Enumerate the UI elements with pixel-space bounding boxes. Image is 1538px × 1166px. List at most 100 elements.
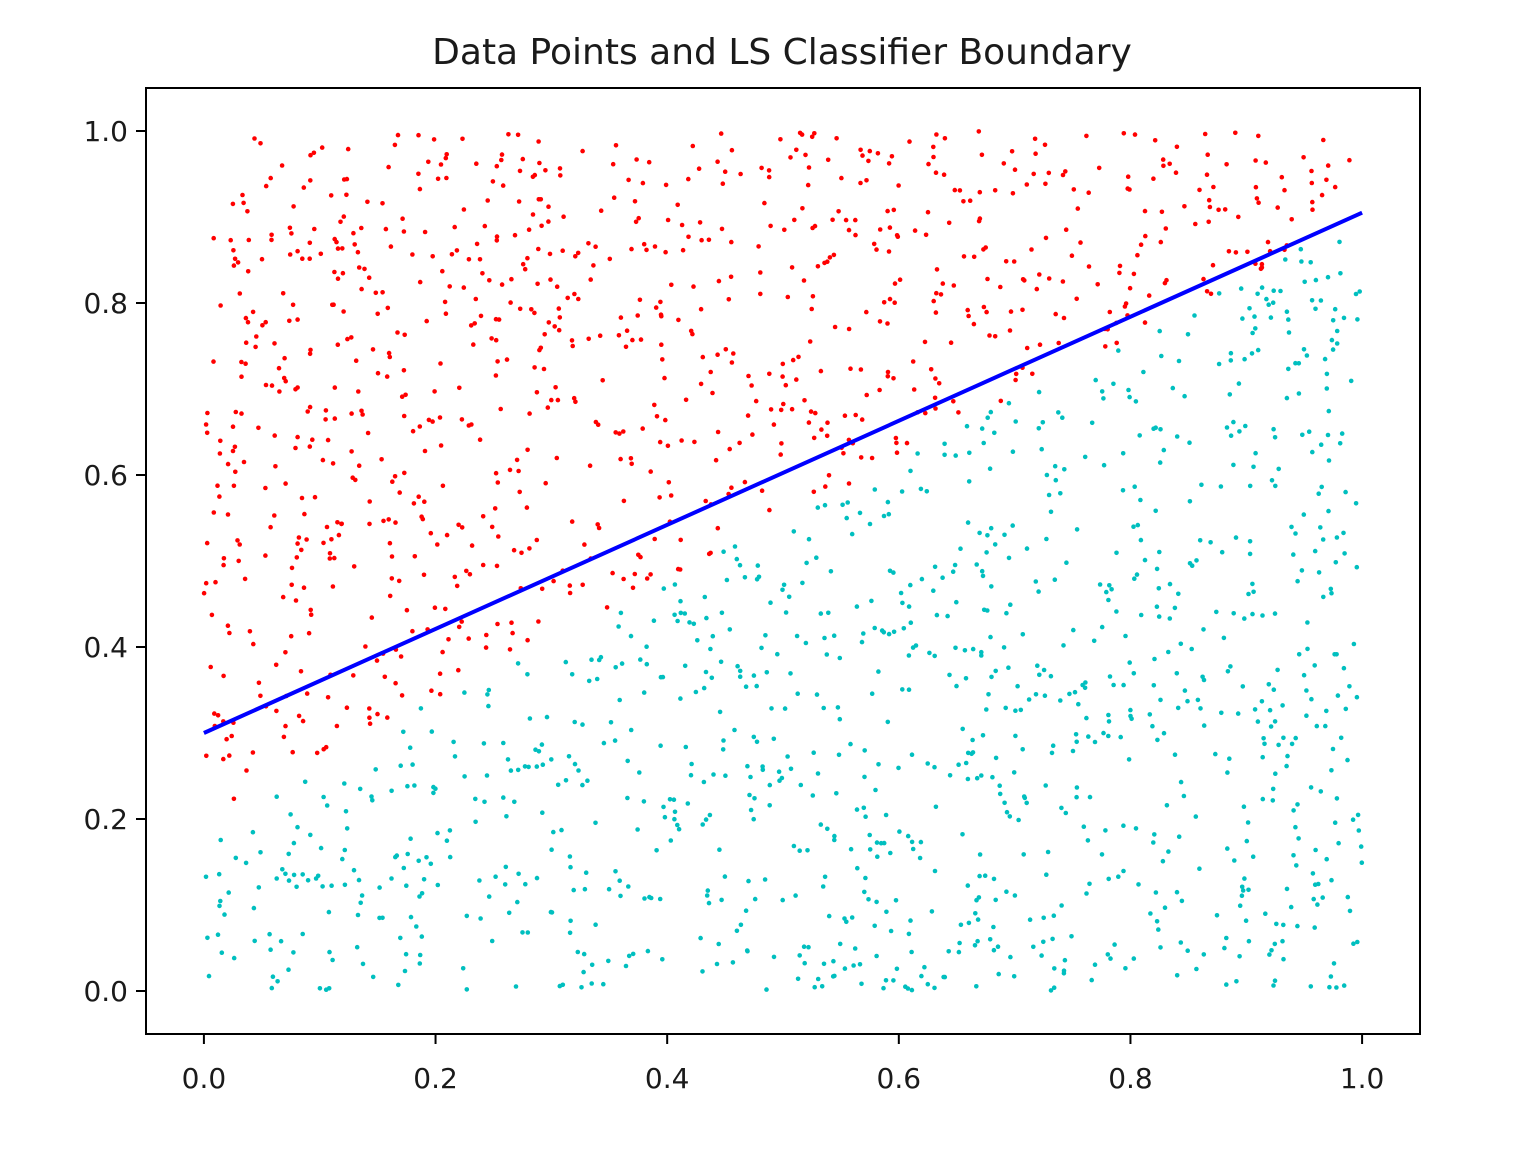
point-red bbox=[233, 469, 238, 475]
point-cyan bbox=[1064, 560, 1069, 565]
point-red bbox=[243, 340, 249, 346]
point-cyan bbox=[1133, 399, 1139, 404]
point-red bbox=[726, 297, 732, 302]
point-cyan bbox=[859, 639, 865, 645]
point-cyan bbox=[909, 949, 914, 955]
point-cyan bbox=[996, 971, 1001, 977]
point-red bbox=[221, 562, 226, 568]
point-red bbox=[269, 237, 274, 243]
point-cyan bbox=[1255, 291, 1260, 297]
point-red bbox=[229, 733, 234, 739]
point-cyan bbox=[1013, 733, 1018, 739]
point-cyan bbox=[1225, 669, 1231, 674]
point-cyan bbox=[308, 832, 313, 838]
point-cyan bbox=[1337, 239, 1342, 245]
point-red bbox=[417, 279, 423, 285]
point-cyan bbox=[980, 733, 986, 738]
point-cyan bbox=[672, 612, 677, 618]
point-red bbox=[575, 250, 581, 256]
point-red bbox=[805, 182, 811, 188]
point-red bbox=[934, 290, 939, 296]
point-cyan bbox=[732, 727, 737, 733]
point-red bbox=[477, 437, 483, 443]
point-cyan bbox=[919, 973, 924, 979]
point-red bbox=[359, 225, 364, 231]
point-red bbox=[824, 433, 830, 439]
point-red bbox=[992, 334, 998, 339]
point-red bbox=[613, 143, 619, 148]
point-red bbox=[344, 705, 350, 710]
point-red bbox=[1020, 307, 1025, 313]
point-cyan bbox=[1255, 719, 1261, 724]
point-red bbox=[395, 330, 400, 335]
point-cyan bbox=[721, 738, 726, 743]
point-cyan bbox=[1058, 491, 1063, 496]
point-cyan bbox=[893, 898, 899, 903]
point-cyan bbox=[822, 502, 828, 508]
point-cyan bbox=[315, 873, 321, 879]
y-tick-label: 1.0 bbox=[83, 115, 128, 148]
point-red bbox=[432, 605, 438, 610]
point-red bbox=[526, 227, 532, 232]
point-red bbox=[356, 389, 361, 394]
point-red bbox=[1024, 182, 1030, 187]
point-cyan bbox=[1013, 419, 1018, 424]
point-cyan bbox=[1024, 800, 1029, 806]
point-cyan bbox=[901, 626, 907, 631]
point-red bbox=[800, 206, 805, 211]
point-red bbox=[1075, 206, 1081, 211]
point-red bbox=[1114, 340, 1119, 346]
point-red bbox=[809, 306, 814, 312]
point-cyan bbox=[687, 620, 692, 625]
point-red bbox=[1158, 239, 1164, 245]
point-red bbox=[320, 457, 326, 463]
point-cyan bbox=[258, 850, 263, 855]
point-red bbox=[967, 198, 973, 203]
point-cyan bbox=[569, 672, 575, 677]
point-red bbox=[869, 455, 875, 461]
point-cyan bbox=[988, 409, 994, 415]
point-red bbox=[494, 234, 500, 239]
point-cyan bbox=[1061, 643, 1066, 648]
point-cyan bbox=[520, 930, 525, 935]
point-cyan bbox=[954, 599, 959, 605]
point-cyan bbox=[596, 657, 602, 663]
point-red bbox=[367, 706, 372, 711]
point-red bbox=[504, 357, 510, 362]
point-red bbox=[314, 750, 320, 756]
point-red bbox=[478, 313, 484, 319]
point-red bbox=[941, 172, 947, 177]
point-cyan bbox=[1199, 482, 1204, 488]
point-red bbox=[283, 650, 288, 655]
point-red bbox=[1063, 227, 1069, 232]
point-red bbox=[495, 359, 500, 364]
point-cyan bbox=[1121, 682, 1126, 688]
point-cyan bbox=[1329, 590, 1334, 596]
point-cyan bbox=[1293, 824, 1298, 830]
point-cyan bbox=[661, 804, 666, 810]
point-red bbox=[203, 422, 209, 427]
point-cyan bbox=[1082, 454, 1088, 460]
point-red bbox=[245, 319, 251, 325]
point-cyan bbox=[563, 778, 569, 783]
point-cyan bbox=[836, 752, 842, 758]
point-red bbox=[976, 129, 982, 134]
point-cyan bbox=[644, 661, 650, 667]
point-cyan bbox=[1234, 979, 1239, 984]
point-red bbox=[715, 352, 720, 358]
point-red bbox=[295, 248, 300, 254]
point-cyan bbox=[1334, 796, 1340, 801]
point-cyan bbox=[906, 687, 912, 692]
point-cyan bbox=[1012, 893, 1018, 898]
point-red bbox=[1138, 242, 1144, 247]
point-red bbox=[287, 225, 293, 231]
point-cyan bbox=[1072, 689, 1078, 695]
point-red bbox=[766, 168, 772, 173]
point-red bbox=[778, 407, 784, 413]
point-red bbox=[362, 266, 367, 272]
point-cyan bbox=[525, 672, 530, 677]
point-cyan bbox=[589, 657, 594, 662]
point-cyan bbox=[720, 747, 726, 752]
point-cyan bbox=[317, 986, 323, 991]
point-cyan bbox=[327, 949, 332, 955]
